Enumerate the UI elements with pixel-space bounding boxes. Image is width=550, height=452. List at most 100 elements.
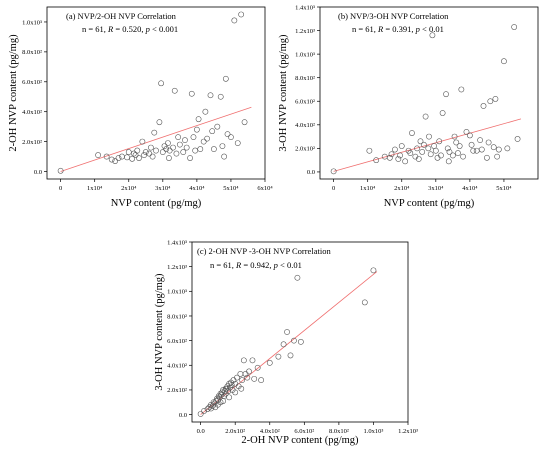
y-tick-label: 0.0 <box>307 169 315 176</box>
data-point <box>173 150 180 157</box>
plot-frame <box>46 6 266 180</box>
data-point <box>222 75 229 82</box>
plot-frame <box>319 6 539 180</box>
data-point <box>115 155 122 161</box>
x-tick-label: 1x10⁴ <box>87 185 103 192</box>
data-point <box>287 352 294 359</box>
data-point <box>182 137 188 144</box>
stats-annotation: n = 61, R = 0.520, p < 0.001 <box>82 24 178 34</box>
regression-line <box>333 118 522 172</box>
data-point <box>226 380 233 387</box>
y-tick-label: 1.0x10³ <box>22 19 42 26</box>
data-point <box>171 87 178 94</box>
data-point <box>429 32 436 39</box>
data-point <box>217 399 224 406</box>
data-point <box>420 141 427 148</box>
x-tick-label: 5x10⁴ <box>496 185 512 192</box>
data-point <box>218 391 225 398</box>
plot-frame <box>191 241 409 423</box>
data-point <box>229 387 236 393</box>
data-point <box>478 146 485 153</box>
data-point <box>204 406 211 412</box>
data-point <box>219 143 226 149</box>
data-point <box>141 152 147 158</box>
data-point <box>458 86 465 93</box>
data-point <box>228 134 234 141</box>
data-point <box>504 145 511 152</box>
data-point <box>386 154 393 161</box>
data-point <box>156 119 163 126</box>
stats-r-var: R <box>107 24 114 34</box>
data-point <box>254 364 261 371</box>
data-point <box>466 132 473 139</box>
x-tick-label: 4x10⁴ <box>462 185 478 192</box>
x-tick-label: 0.0 <box>197 428 205 435</box>
data-point <box>361 299 368 306</box>
data-point <box>439 110 446 116</box>
data-point <box>446 149 453 155</box>
data-point <box>480 103 487 109</box>
chart-panel-c: 0.0 2.0x10² 4.0x10² 6.0x10² 8.0x10² 1.0x10³ 1.… <box>154 239 418 446</box>
y-axis-title: 2-OH NVP content (pg/mg) <box>8 34 19 152</box>
data-point <box>366 147 373 154</box>
data-point <box>492 95 499 102</box>
data-point <box>275 353 282 360</box>
data-point <box>134 147 141 154</box>
data-point <box>209 128 216 135</box>
data-point <box>251 375 258 382</box>
data-point <box>221 153 228 160</box>
data-point <box>108 156 115 163</box>
y-tick-label: 0.0 <box>34 169 42 176</box>
data-point <box>103 153 110 160</box>
data-point <box>95 152 101 158</box>
data-point <box>190 134 197 141</box>
data-point <box>397 152 403 159</box>
data-point <box>402 158 409 165</box>
stats-r-val: = 0.520, <box>113 24 145 34</box>
data-point <box>208 405 214 412</box>
data-point <box>490 144 497 151</box>
data-point <box>159 149 166 155</box>
data-point <box>473 147 480 154</box>
data-point <box>427 151 434 158</box>
y-tick-label: 4.0x10² <box>295 122 315 129</box>
data-point <box>392 146 398 153</box>
data-point <box>237 371 244 377</box>
data-point <box>214 123 221 130</box>
data-point <box>249 357 256 364</box>
data-point <box>443 91 449 98</box>
data-point <box>460 153 466 160</box>
y-tick-label: 8.0x10² <box>22 49 42 56</box>
x-tick-label: 6x10⁴ <box>257 185 273 192</box>
y-tick-label: 1.0x10³ <box>167 289 187 296</box>
data-point <box>241 119 248 126</box>
data-point <box>373 157 380 164</box>
data-point <box>124 154 130 161</box>
panel-title: (a) NVP/2-OH NVP Correlation <box>66 11 177 21</box>
data-point <box>201 408 207 414</box>
data-point <box>415 156 422 162</box>
x-tick-label: 0 <box>332 185 335 192</box>
x-tick-label: 2x10⁴ <box>121 185 137 192</box>
data-point <box>204 135 210 142</box>
x-tick-label: 2x10⁴ <box>394 185 410 192</box>
data-point <box>139 138 146 145</box>
data-point <box>119 153 125 160</box>
y-tick-label: 6.0x10² <box>295 99 315 106</box>
data-point <box>456 143 463 149</box>
stats-prefix: n = 61, <box>82 24 108 34</box>
stats-prefix: n = 61, <box>210 260 236 270</box>
data-point <box>501 58 507 65</box>
y-tick-label: 6.0x10² <box>167 338 187 345</box>
data-point <box>414 145 420 152</box>
x-tick-label: 1x10⁴ <box>360 185 376 192</box>
data-point <box>112 158 119 164</box>
data-point <box>175 134 182 141</box>
data-point <box>449 152 456 159</box>
chart-panel-a: 0 1x10⁴ 2x10⁴ 3x10⁴ 4x10⁴ 5x10⁴ 6x10⁴ 0.0 2.0x10… <box>8 6 273 209</box>
data-point <box>370 267 377 274</box>
data-point <box>166 155 172 161</box>
stats-prefix: n = 61, <box>352 24 378 34</box>
stats-p-var: p <box>273 260 278 270</box>
